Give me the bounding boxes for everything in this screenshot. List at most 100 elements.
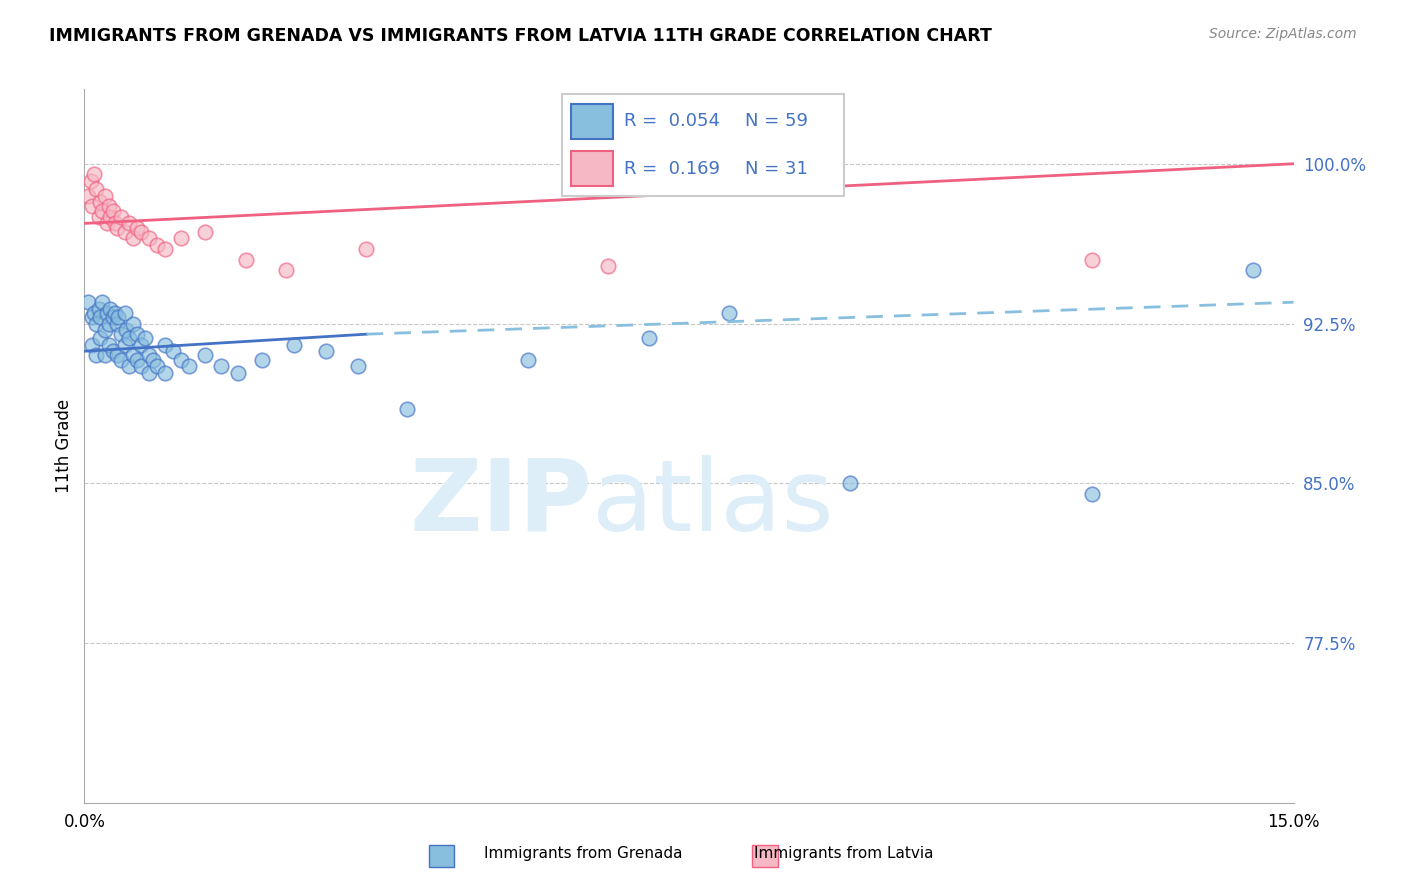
Point [89, 195, 111, 210]
Point [110, 210, 132, 224]
Point [1241, 263, 1264, 277]
Point [129, 338, 152, 352]
Point [226, 366, 249, 380]
Point [118, 216, 141, 230]
Point [118, 359, 141, 373]
Point [86, 349, 108, 363]
Point [86, 182, 108, 196]
Text: Source: ZipAtlas.com: Source: ZipAtlas.com [1209, 27, 1357, 41]
Point [77, 295, 100, 310]
Text: R =  0.054: R = 0.054 [624, 112, 720, 130]
Point [91, 295, 114, 310]
Point [121, 317, 143, 331]
Point [179, 359, 201, 373]
Point [101, 310, 124, 325]
Point [516, 352, 538, 367]
Point [395, 401, 418, 416]
Point [82, 310, 104, 325]
Point [134, 331, 156, 345]
Point [82, 338, 104, 352]
Point [110, 327, 132, 342]
Point [146, 237, 169, 252]
Point [97, 317, 120, 331]
Point [105, 349, 128, 363]
Point [138, 366, 160, 380]
Point [274, 263, 297, 277]
Point [718, 306, 741, 320]
Text: R =  0.169: R = 0.169 [624, 160, 720, 178]
Point [115, 323, 138, 337]
Point [104, 216, 127, 230]
Point [105, 220, 128, 235]
Point [83, 306, 105, 320]
Point [250, 352, 273, 367]
Point [107, 310, 129, 325]
Point [80, 174, 103, 188]
Point [121, 349, 143, 363]
Point [637, 331, 659, 345]
Point [121, 231, 143, 245]
Point [209, 359, 232, 373]
Point [101, 203, 124, 218]
Point [194, 349, 217, 363]
Point [87, 210, 110, 224]
Point [97, 199, 120, 213]
Point [235, 252, 257, 267]
Point [129, 359, 152, 373]
Point [356, 242, 378, 256]
Point [114, 306, 136, 320]
Point [146, 359, 169, 373]
FancyBboxPatch shape [571, 104, 613, 139]
Point [91, 203, 114, 218]
Point [598, 259, 620, 273]
Text: atlas: atlas [592, 455, 834, 551]
Point [129, 225, 152, 239]
Point [77, 188, 100, 202]
Text: N = 59: N = 59 [745, 112, 808, 130]
Point [138, 231, 160, 245]
Point [170, 352, 193, 367]
Point [93, 323, 115, 337]
Text: N = 31: N = 31 [745, 160, 808, 178]
Point [125, 220, 148, 235]
Point [125, 352, 148, 367]
Point [315, 344, 337, 359]
FancyBboxPatch shape [562, 94, 844, 196]
Point [125, 327, 148, 342]
Point [114, 338, 136, 352]
Point [283, 338, 305, 352]
Point [110, 352, 132, 367]
Point [97, 338, 120, 352]
Point [96, 216, 118, 230]
Point [104, 306, 127, 320]
Point [1081, 252, 1104, 267]
Point [347, 359, 370, 373]
Point [89, 310, 111, 325]
Point [101, 344, 124, 359]
Point [93, 349, 115, 363]
Point [86, 317, 108, 331]
Point [162, 344, 184, 359]
Point [1081, 487, 1104, 501]
Point [153, 338, 176, 352]
Text: ZIP: ZIP [409, 455, 592, 551]
Point [153, 366, 176, 380]
Point [96, 306, 118, 320]
Point [87, 301, 110, 316]
Point [142, 352, 165, 367]
Point [114, 225, 136, 239]
Point [153, 242, 176, 256]
Point [138, 349, 160, 363]
Point [98, 210, 121, 224]
Point [83, 168, 105, 182]
Point [105, 317, 128, 331]
Point [89, 331, 111, 345]
Point [82, 199, 104, 213]
FancyBboxPatch shape [571, 151, 613, 186]
Point [93, 188, 115, 202]
Point [194, 225, 217, 239]
Point [839, 476, 862, 491]
Point [170, 231, 193, 245]
Text: Immigrants from Latvia: Immigrants from Latvia [754, 846, 934, 861]
Text: IMMIGRANTS FROM GRENADA VS IMMIGRANTS FROM LATVIA 11TH GRADE CORRELATION CHART: IMMIGRANTS FROM GRENADA VS IMMIGRANTS FR… [49, 27, 993, 45]
